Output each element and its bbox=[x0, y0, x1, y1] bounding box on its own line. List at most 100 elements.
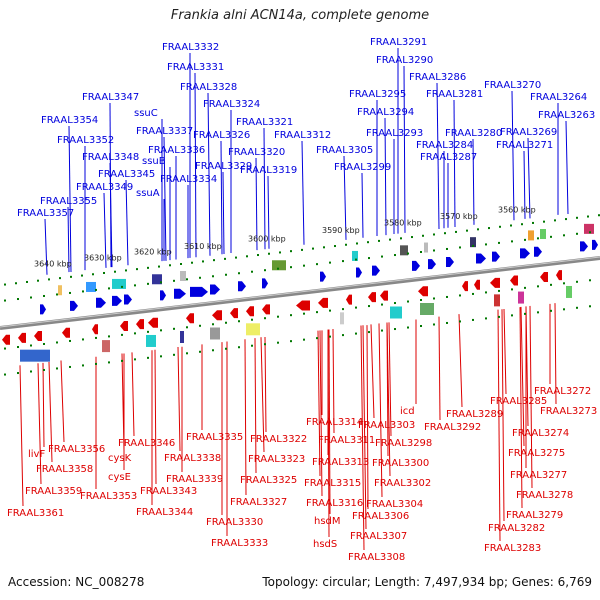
bottom-leader-line bbox=[37, 363, 42, 485]
tick-dot bbox=[466, 229, 468, 232]
top-leader-line bbox=[207, 92, 211, 256]
forward-feature-block bbox=[272, 260, 286, 271]
forward-gene-arrow bbox=[534, 246, 542, 257]
forward-feature-block bbox=[584, 223, 594, 234]
top-leader-line bbox=[523, 150, 526, 219]
tick-dot bbox=[301, 248, 303, 251]
tick-dot bbox=[147, 282, 149, 285]
tick-dot bbox=[290, 314, 292, 317]
tick-dot bbox=[316, 263, 318, 266]
tick-dot bbox=[69, 291, 71, 294]
reverse-gene-arrow bbox=[418, 286, 428, 297]
bottom-gene-label: FRAAL3359 bbox=[25, 486, 82, 497]
tick-dot bbox=[199, 324, 201, 327]
tick-dot bbox=[48, 278, 50, 281]
tick-dot bbox=[407, 300, 409, 303]
top-gene-label: FRAAL3295 bbox=[349, 89, 406, 100]
tick-dot bbox=[563, 308, 565, 311]
tick-dot bbox=[160, 355, 162, 358]
top-gene-label: FRAAL3270 bbox=[484, 80, 541, 91]
tick-dot bbox=[342, 308, 344, 311]
top-gene-label: FRAAL3336 bbox=[148, 145, 205, 156]
tick-dot bbox=[576, 306, 578, 309]
reverse-gene-arrow bbox=[186, 313, 194, 324]
top-leader-line bbox=[109, 162, 113, 268]
tick-dot bbox=[329, 309, 331, 312]
bottom-leader-line bbox=[370, 324, 375, 419]
reverse-gene-arrow bbox=[18, 332, 26, 343]
top-gene-label: FRAAL3271 bbox=[496, 140, 553, 151]
tick-dot bbox=[30, 296, 32, 299]
tick-dot bbox=[400, 237, 402, 240]
bottom-leader-line bbox=[503, 308, 507, 395]
reverse-feature-block bbox=[180, 331, 184, 343]
forward-gene-arrow bbox=[190, 286, 208, 297]
forward-gene-arrow bbox=[356, 267, 362, 278]
gene-labels: 3640 kbp 3630 kbp 3620 kbp 3610 kbp 3600 kbp… bbox=[7, 37, 597, 563]
top-gene-label: FRAAL3264 bbox=[530, 92, 587, 103]
tick-dot bbox=[169, 264, 171, 267]
reverse-feature-block bbox=[566, 285, 572, 298]
tick-dot bbox=[485, 317, 487, 320]
tick-dot bbox=[56, 367, 58, 370]
bottom-gene-label: FRAAL3311 bbox=[318, 435, 375, 446]
reverse-gene-arrow bbox=[490, 277, 500, 288]
forward-gene-arrow bbox=[580, 241, 588, 252]
bottom-gene-label: FRAAL3356 bbox=[48, 444, 105, 455]
tick-dot bbox=[199, 276, 201, 279]
tick-dot bbox=[511, 288, 513, 291]
tick-dot bbox=[524, 286, 526, 289]
tick-dot bbox=[30, 344, 32, 347]
tick-dot bbox=[576, 216, 578, 219]
bottom-gene-label: FRAAL3333 bbox=[211, 538, 268, 549]
bottom-leader-line bbox=[319, 330, 323, 497]
tick-dot bbox=[173, 279, 175, 282]
forward-gene-arrow bbox=[428, 259, 436, 270]
bottom-gene-label: FRAAL3325 bbox=[240, 475, 297, 486]
outer-lower-tick-row bbox=[4, 305, 591, 376]
bottom-leader-line bbox=[48, 361, 53, 463]
tick-dot bbox=[268, 252, 270, 255]
bottom-leader-line bbox=[360, 325, 365, 551]
bottom-leader-line bbox=[19, 365, 24, 507]
tick-dot bbox=[160, 281, 162, 284]
top-gene-label: FRAAL3357 bbox=[17, 208, 74, 219]
tick-dot bbox=[30, 370, 32, 373]
tick-dot bbox=[279, 251, 281, 254]
top-leader-line bbox=[103, 192, 107, 268]
bottom-leader-line bbox=[131, 352, 135, 437]
forward-gene-arrow bbox=[174, 288, 186, 299]
top-gene-label: FRAAL3269 bbox=[500, 127, 557, 138]
bottom-gene-label: FRAAL3358 bbox=[36, 464, 93, 475]
kbp-marker-label: 3610 kbp bbox=[184, 242, 222, 251]
bottom-gene-label: FRAAL3353 bbox=[80, 491, 137, 502]
top-leader-line bbox=[255, 157, 258, 251]
tick-dot bbox=[186, 278, 188, 281]
bottom-gene-label: cysE bbox=[108, 472, 131, 483]
top-gene-label: FRAAL3320 bbox=[228, 147, 285, 158]
tick-dot bbox=[191, 261, 193, 264]
tick-dot bbox=[356, 242, 358, 245]
tick-dot bbox=[433, 323, 435, 326]
bottom-leader-line bbox=[328, 329, 331, 515]
tick-dot bbox=[251, 318, 253, 321]
reverse-feature-block bbox=[210, 327, 220, 340]
tick-dot bbox=[43, 294, 45, 297]
tick-dot bbox=[290, 340, 292, 343]
reverse-gene-arrow bbox=[474, 279, 480, 290]
tick-dot bbox=[472, 292, 474, 295]
bottom-gene-label: FRAAL3275 bbox=[508, 448, 565, 459]
tick-dot bbox=[485, 291, 487, 294]
tick-dot bbox=[121, 333, 123, 336]
tick-dot bbox=[17, 346, 19, 349]
top-gene-label: FRAAL3281 bbox=[426, 89, 483, 100]
tick-dot bbox=[433, 233, 435, 236]
tick-dot bbox=[303, 338, 305, 341]
bottom-leader-line bbox=[386, 322, 391, 477]
tick-dot bbox=[212, 323, 214, 326]
tick-dot bbox=[173, 327, 175, 330]
tick-dot bbox=[92, 273, 94, 276]
tick-dot bbox=[136, 268, 138, 271]
top-gene-label: FRAAL3329 bbox=[195, 161, 252, 172]
tick-dot bbox=[95, 288, 97, 291]
